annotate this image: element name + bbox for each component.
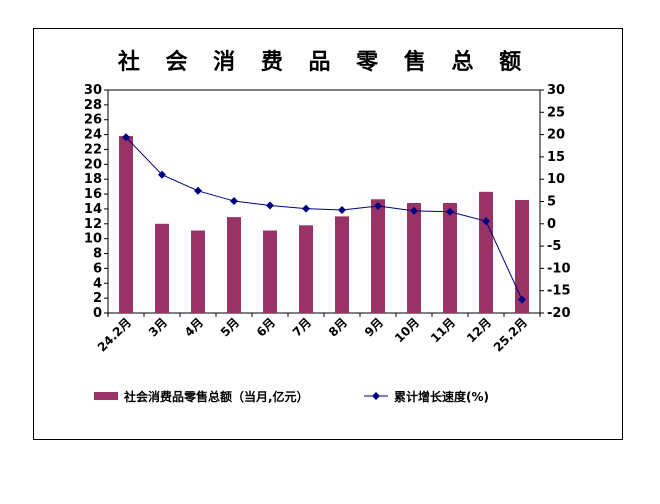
line-point [122,133,130,142]
line-point [518,295,526,304]
x-axis-tick-label: 25.2月 [491,315,530,354]
x-axis-tick-label: 8月 [326,315,350,339]
left-axis-tick-label: 10 [84,232,102,247]
chart-title: 社 会 消 费 品 零 售 总 额 [118,49,530,75]
x-axis-tick-label: 4月 [182,315,206,339]
bar [227,217,241,313]
line-series [122,133,526,304]
bar [479,191,493,313]
left-axis-tick-label: 18 [84,172,102,187]
line-path [125,136,523,300]
x-axis-tick-label: 6月 [254,315,278,339]
line-point [446,207,454,216]
legend: 社会消费品零售总额（当月,亿元） 累计增长速度(%) [94,389,489,404]
x-axis-tick-label: 7月 [290,315,314,339]
x-axis-tick-label: 12月 [464,315,494,345]
left-axis-tick-label: 8 [93,247,102,262]
right-axis-tick-label: 30 [547,83,565,98]
right-axis-tick-label: 20 [547,128,565,143]
right-axis-tick-label: -20 [547,306,571,321]
bar [191,230,205,313]
left-axis-tick-label: 20 [84,157,102,172]
left-axis-tick-label: 26 [84,113,102,128]
legend-line-marker [372,392,380,400]
bar [335,216,349,313]
line-point [266,201,274,210]
line-point [338,205,346,214]
line-point [230,197,238,206]
right-axis-tick-label: 0 [547,217,556,232]
right-axis-tick-label: 5 [547,195,556,210]
legend-bar-label: 社会消费品零售总额（当月,亿元） [123,389,309,404]
right-axis: -20 -15 -10 -5 0 5 10 15 20 25 30 [540,83,571,321]
bar [119,136,133,313]
x-axis-tick-label: 24.2月 [95,315,134,354]
right-axis-tick-label: 15 [547,150,565,165]
left-axis-tick-label: 24 [84,128,102,143]
left-axis-tick-label: 4 [93,276,102,291]
right-axis-tick-label: 10 [547,172,565,187]
legend-line-label: 累计增长速度(%) [394,389,489,404]
legend-bar-swatch [94,392,118,400]
left-axis-tick-label: 30 [84,83,102,98]
bar [371,199,385,313]
right-axis-tick-label: 25 [547,105,565,120]
x-axis-tick-label: 11月 [428,315,458,345]
bar [515,200,529,313]
chart: 社 会 消 费 品 零 售 总 额 0246810121416182022242… [84,49,571,404]
x-axis-tick-label: 9月 [362,315,386,339]
left-axis-tick-label: 28 [84,98,102,113]
plot-area [107,89,541,314]
line-point [374,201,382,210]
bar [299,225,313,313]
chart-frame: 社 会 消 费 品 零 售 总 额 0 2 4 6 8 10 12 14 16 18 20 22 24 2… [33,28,623,440]
left-axis-tick-label: 22 [84,142,102,157]
left-axis-tick-label: 0 [93,306,102,321]
line-point [194,186,202,195]
bar [155,223,169,313]
right-axis-tick-label: -15 [547,284,571,299]
x-axis-tick-label: 3月 [146,315,170,339]
left-axis-tick-label: 6 [93,261,102,276]
line-point [410,206,418,215]
line-point [302,204,310,213]
bar [407,202,421,313]
left-axis-tick-label: 14 [84,202,102,217]
bar [263,230,277,313]
x-axis-tick-label: 10月 [392,315,422,345]
right-axis-tick-label: -5 [547,239,561,254]
x-axis-tick-label: 5月 [218,315,242,339]
bar-series [119,136,529,313]
bar [443,202,457,313]
left-axis-tick-label: 16 [84,187,102,202]
line-point [158,170,166,179]
line-point [482,217,490,226]
left-axis-tick-label: 12 [84,217,102,232]
right-axis-tick-label: -10 [547,261,571,276]
left-axis-tick-label: 2 [93,291,102,306]
